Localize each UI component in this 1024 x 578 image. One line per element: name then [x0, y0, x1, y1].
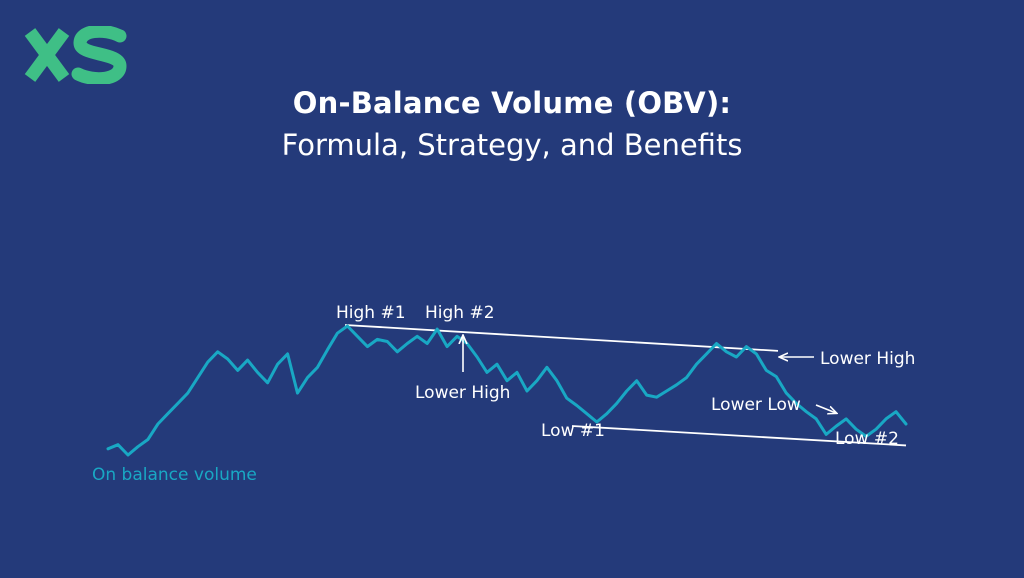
- title-line-2: Formula, Strategy, and Benefits: [281, 128, 743, 162]
- logo-s-stroke: [71, 26, 127, 84]
- obv-series-line: [106, 324, 908, 457]
- annotation-lower-high-2: Lower High: [820, 349, 915, 369]
- annotation-high-2: High #2: [425, 303, 495, 323]
- resistance-trendline: [344, 324, 779, 352]
- annotation-high-1: High #1: [336, 303, 406, 323]
- title-line-1: On-Balance Volume (OBV):: [292, 86, 732, 120]
- xs-logo: [24, 26, 127, 84]
- page-title: On-Balance Volume (OBV): Formula, Strate…: [0, 82, 1024, 166]
- annotation-lower-low: Lower Low: [711, 395, 801, 415]
- logo-x-stroke-2: [24, 28, 70, 82]
- annotation-low-2: Low #2: [835, 429, 899, 449]
- support-trendline: [571, 425, 907, 447]
- lower-low-arrow: [815, 404, 836, 413]
- annotation-low-1: Low #1: [541, 421, 605, 441]
- series-label: On balance volume: [92, 465, 257, 485]
- annotation-lower-high-1: Lower High: [415, 383, 510, 403]
